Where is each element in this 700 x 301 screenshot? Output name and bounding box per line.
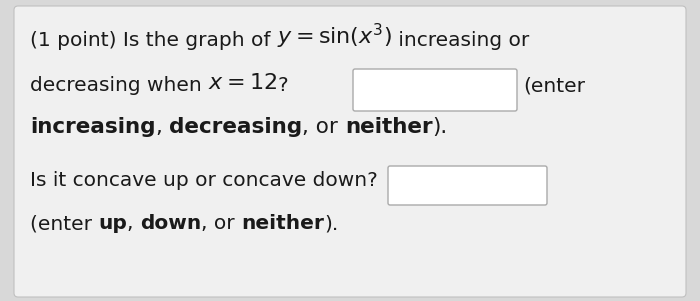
- Text: neither: neither: [241, 214, 324, 233]
- Text: increasing or: increasing or: [392, 31, 529, 50]
- Text: neither: neither: [345, 117, 433, 137]
- Text: Is it concave up or concave down?: Is it concave up or concave down?: [30, 171, 378, 190]
- Text: $x = 12$: $x = 12$: [208, 73, 277, 93]
- Text: up: up: [99, 214, 127, 233]
- Text: ,: ,: [127, 214, 140, 233]
- Text: , or: , or: [302, 117, 345, 137]
- Text: increasing: increasing: [30, 117, 155, 137]
- Text: decreasing: decreasing: [169, 117, 302, 137]
- Text: $y = \sin(x^3)$: $y = \sin(x^3)$: [277, 22, 392, 51]
- Text: (1 point) Is the graph of: (1 point) Is the graph of: [30, 31, 277, 50]
- FancyBboxPatch shape: [388, 166, 547, 205]
- FancyBboxPatch shape: [353, 69, 517, 111]
- Text: (enter: (enter: [30, 214, 99, 233]
- FancyBboxPatch shape: [14, 6, 686, 297]
- Text: (enter: (enter: [523, 76, 585, 95]
- Text: , or: , or: [202, 214, 242, 233]
- Text: decreasing when: decreasing when: [30, 76, 208, 95]
- Text: ,: ,: [155, 117, 169, 137]
- Text: down: down: [140, 214, 202, 233]
- Text: ).: ).: [433, 117, 448, 137]
- Text: ).: ).: [324, 214, 339, 233]
- Text: ?: ?: [277, 76, 288, 95]
